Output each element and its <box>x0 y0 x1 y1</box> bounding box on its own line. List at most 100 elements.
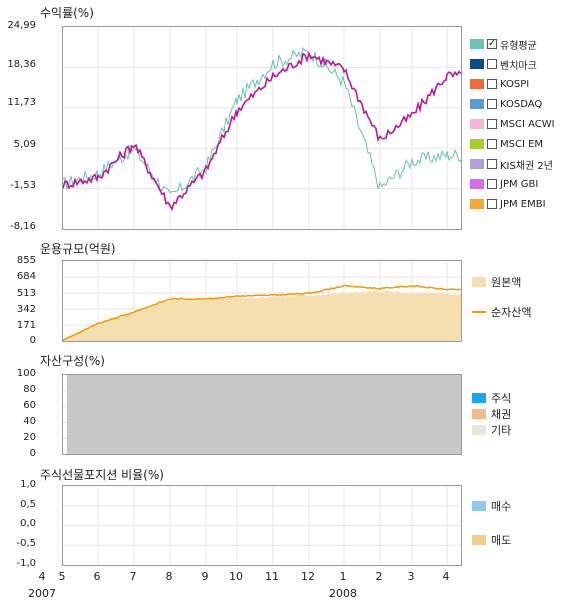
legend-checkbox[interactable] <box>487 139 497 149</box>
legend-label: 벤치마크 <box>500 60 537 72</box>
returns-plot <box>62 26 462 230</box>
legend-label: JPM GBI <box>500 178 539 190</box>
legend-swatch <box>470 99 484 109</box>
legend-swatch <box>472 535 486 545</box>
returns-title: 수익률(%) <box>40 6 94 20</box>
legend-item-sell: 매도 <box>472 532 511 548</box>
legend-checkbox[interactable] <box>487 119 497 129</box>
x-tick-label: 10 <box>229 570 243 583</box>
y-tick-label: 20 <box>23 432 36 443</box>
legend-item-benchmark[interactable]: 벤치마크 <box>470 54 555 74</box>
futures-title: 주식선물포지션 비율(%) <box>40 468 164 482</box>
x-tick-label: 1 <box>339 570 347 583</box>
legend-swatch <box>472 409 486 419</box>
legend-label: 원본액 <box>491 276 522 289</box>
legend-swatch <box>470 199 484 209</box>
legend-item-jpm-gbi[interactable]: JPM GBI <box>470 174 555 194</box>
y-tick-label: 80 <box>23 384 36 395</box>
legend-item-msci-acwi[interactable]: MSCI ACWI <box>470 114 555 134</box>
composition-plot <box>62 374 462 455</box>
legend-item-kospi[interactable]: KOSPI <box>470 74 555 94</box>
series-line <box>62 47 462 194</box>
other-area <box>67 375 461 454</box>
legend-label: KOSDAQ <box>500 98 543 110</box>
aum-title: 운용규모(억원) <box>40 242 116 256</box>
legend-swatch <box>472 501 486 511</box>
legend-label: KIS채권 2년 <box>500 160 553 172</box>
legend-item-bond: 채권 <box>472 406 511 422</box>
legend-label: 매도 <box>491 534 512 547</box>
aum-plot <box>62 260 462 342</box>
y-tick-label: 24,99 <box>7 20 36 31</box>
legend-swatch <box>470 179 484 189</box>
legend-item-net-assets: 순자산액 <box>472 304 531 320</box>
y-tick-label: 0,0 <box>20 518 36 529</box>
y-tick-label: 855 <box>16 255 36 266</box>
series-line <box>62 50 462 212</box>
principal-area <box>63 290 461 341</box>
aum-chart-svg <box>62 261 462 341</box>
y-tick-label: -1,0 <box>16 558 36 569</box>
legend-swatch <box>472 425 486 435</box>
composition-legend: 주식 채권 기타 <box>472 390 511 438</box>
x-tick-label: 6 <box>93 570 101 583</box>
legend-label: 주식 <box>491 392 512 405</box>
legend-swatch <box>470 39 484 49</box>
legend-label: 매수 <box>491 500 512 513</box>
legend-label: JPM EMBI <box>500 198 546 210</box>
futures-plot <box>62 485 462 566</box>
x-tick-label: 8 <box>165 570 173 583</box>
legend-swatch <box>472 393 486 403</box>
legend-item-buy: 매수 <box>472 498 511 514</box>
legend-label: 순자산액 <box>491 306 532 319</box>
x-tick-label: 3 <box>407 570 415 583</box>
y-tick-label: 171 <box>16 320 36 331</box>
legend-checkbox[interactable] <box>487 59 497 69</box>
legend-label: 기타 <box>491 424 512 437</box>
x-tick-label: 12 <box>301 570 315 583</box>
legend-label: 유형평균 <box>500 40 537 52</box>
futures-legend: 매수 매도 <box>472 498 511 548</box>
legend-swatch <box>470 139 484 149</box>
legend-checkbox[interactable] <box>487 99 497 109</box>
legend-label: 채권 <box>491 408 512 421</box>
legend-checkbox[interactable] <box>487 159 497 169</box>
composition-title: 자산구성(%) <box>40 354 105 368</box>
legend-swatch <box>470 119 484 129</box>
legend-item-msci-em[interactable]: MSCI EM <box>470 134 555 154</box>
y-tick-label: -0,5 <box>16 538 36 549</box>
legend-item-jpm-embi[interactable]: JPM EMBI <box>470 194 555 214</box>
legend-checkbox[interactable] <box>487 179 497 189</box>
y-tick-label: 40 <box>23 416 36 427</box>
x-year-label: 2007 <box>28 587 56 600</box>
legend-checkbox[interactable]: ✓ <box>487 38 497 49</box>
y-tick-label: 0 <box>29 448 36 459</box>
legend-checkbox[interactable] <box>487 199 497 209</box>
y-tick-label: 18,36 <box>7 59 36 70</box>
legend-item-type-average[interactable]: ✓ 유형평균 <box>470 34 555 54</box>
x-tick-label: 4 <box>38 570 46 583</box>
x-year-label: 2008 <box>329 587 357 600</box>
y-tick-label: -1,53 <box>10 180 36 191</box>
x-tick-label: 5 <box>58 570 66 583</box>
y-tick-label: -8,16 <box>10 221 36 232</box>
composition-chart-svg <box>63 375 461 454</box>
y-tick-label: 0,5 <box>20 499 36 510</box>
legend-label: MSCI EM <box>500 138 544 150</box>
y-tick-label: 60 <box>23 400 36 411</box>
y-tick-label: 5,09 <box>13 139 36 150</box>
legend-label: KOSPI <box>500 78 530 90</box>
legend-item-kosdaq[interactable]: KOSDAQ <box>470 94 555 114</box>
y-tick-label: 100 <box>16 368 36 379</box>
legend-label: MSCI ACWI <box>500 118 555 130</box>
returns-chart-svg <box>62 27 462 229</box>
x-tick-label: 7 <box>129 570 137 583</box>
y-tick-label: 0 <box>29 335 36 346</box>
net-assets-line <box>62 284 462 341</box>
legend-item-kis-bond[interactable]: KIS채권 2년 <box>470 154 555 174</box>
x-tick-label: 2 <box>375 570 383 583</box>
y-tick-label: 342 <box>16 304 36 315</box>
legend-item-stock: 주식 <box>472 390 511 406</box>
aum-legend: 원본액 순자산액 <box>472 274 531 320</box>
legend-checkbox[interactable] <box>487 79 497 89</box>
